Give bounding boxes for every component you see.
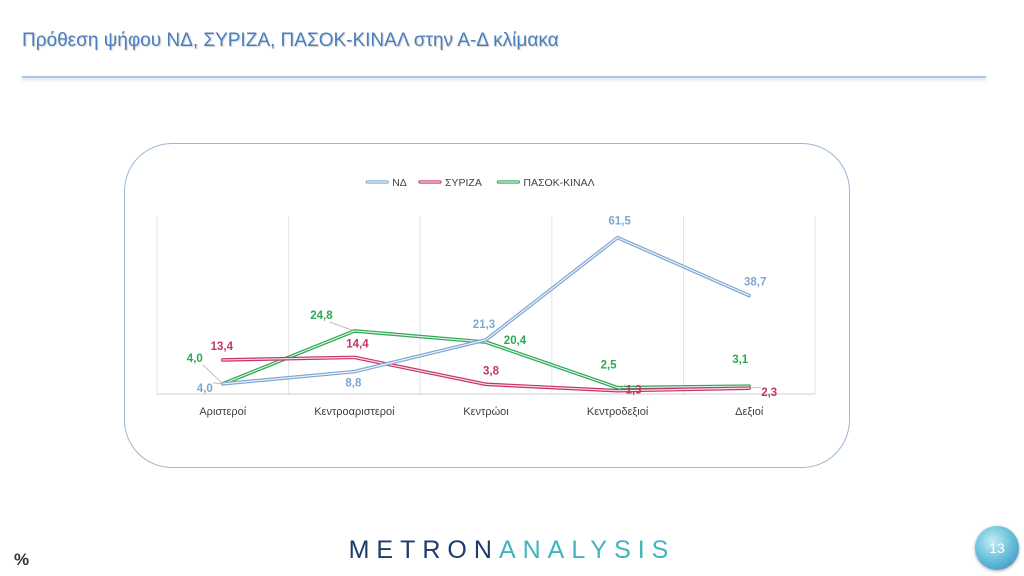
data-label: 24,8 (310, 310, 333, 322)
data-label: 2,5 (601, 360, 618, 372)
legend-label: ΝΔ (392, 177, 407, 189)
chart-frame: Αριστεροί Κεντροαριστεροί Κεντρώοι Κεντροδε… (124, 143, 850, 468)
data-label: 2,3 (761, 387, 777, 399)
data-label: 21,3 (473, 319, 495, 331)
x-tick-label: Αριστεροί (199, 406, 246, 418)
slide-title: Πρόθεση ψήφου ΝΔ, ΣΥΡΙΖΑ, ΠΑΣΟΚ-ΚΙΝΑΛ στ… (22, 30, 559, 51)
data-label-leader (749, 386, 762, 389)
data-label-leader (617, 384, 626, 392)
x-tick-label: Κεντροδεξιοί (587, 406, 649, 418)
data-label: 4,0 (197, 383, 213, 395)
data-label: 4,0 (187, 353, 203, 365)
logo-analysis: ANALYSIS (498, 536, 676, 564)
metron-analysis-logo: METRONANALYSIS (0, 536, 1024, 565)
data-label: 8,8 (345, 378, 362, 390)
data-label: 13,4 (211, 341, 234, 353)
x-tick-label: Κεντρώοι (463, 406, 509, 418)
series-line-highlight (222, 237, 750, 385)
data-label: 14,4 (346, 338, 369, 350)
percent-unit-mark: % (14, 550, 30, 569)
legend-label: ΣΥΡΙΖΑ (445, 177, 482, 189)
data-label: 3,1 (732, 354, 749, 366)
x-tick-label: Δεξιοί (735, 406, 764, 418)
data-label: 61,5 (608, 216, 631, 228)
data-label: 20,4 (504, 335, 527, 347)
series-line-highlight (222, 330, 750, 389)
page-number-badge: 13 (975, 526, 1019, 570)
data-label-leader (329, 321, 355, 332)
logo-metron: METRON (348, 536, 499, 564)
data-label: 1,3 (626, 385, 642, 397)
data-label-leader (212, 382, 223, 385)
data-label: 3,8 (483, 365, 500, 377)
legend-label: ΠΑΣΟΚ-ΚΙΝΑΛ (523, 177, 594, 189)
data-label: 38,7 (744, 277, 766, 289)
title-divider (22, 76, 986, 78)
data-label-leader (202, 364, 224, 385)
series-line (221, 235, 752, 386)
series-line-highlight (222, 356, 750, 392)
line-chart: Αριστεροί Κεντροαριστεροί Κεντρώοι Κεντροδε… (156, 177, 816, 418)
x-tick-label: Κεντροαριστεροί (314, 406, 395, 418)
